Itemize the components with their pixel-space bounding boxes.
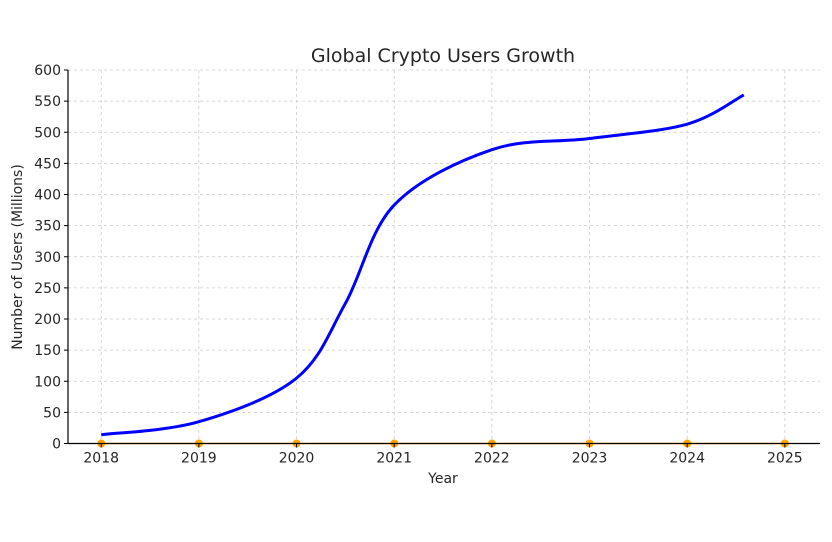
tick-layer: 2018 2019 2020 2021 2022 2023 2024 2025 0 50 100 15… — [34, 63, 802, 467]
y-tick-label: 150 — [34, 343, 61, 359]
x-tick-label: 2023 — [572, 451, 608, 467]
y-tick-label: 300 — [34, 250, 61, 266]
y-tick-label: 550 — [34, 94, 61, 110]
y-tick-label: 500 — [34, 125, 61, 141]
x-tick-label: 2024 — [669, 451, 705, 467]
series-layer — [97, 93, 789, 448]
x-tick-label: 2018 — [83, 451, 119, 467]
y-tick-label: 400 — [34, 188, 61, 204]
y-tick-label: 600 — [34, 63, 61, 79]
y-tick-label: 0 — [52, 437, 61, 453]
y-tick-label: 450 — [34, 156, 61, 172]
x-tick-label: 2025 — [767, 451, 803, 467]
x-tick-label: 2020 — [279, 451, 315, 467]
series-line — [101, 93, 745, 437]
y-tick-label: 100 — [34, 374, 61, 390]
y-tick-label: 250 — [34, 281, 61, 297]
x-tick-label: 2022 — [474, 451, 510, 467]
y-tick-label: 50 — [43, 405, 61, 421]
chart-title: Global Crypto Users Growth — [311, 45, 575, 67]
y-tick-label: 350 — [34, 219, 61, 235]
x-axis-label: Year — [427, 471, 458, 487]
grid — [68, 69, 820, 444]
x-tick-label: 2019 — [181, 451, 217, 467]
y-axis-label: Number of Users (Millions) — [10, 164, 26, 350]
y-tick-label: 200 — [34, 312, 61, 328]
x-tick-label: 2021 — [376, 451, 412, 467]
